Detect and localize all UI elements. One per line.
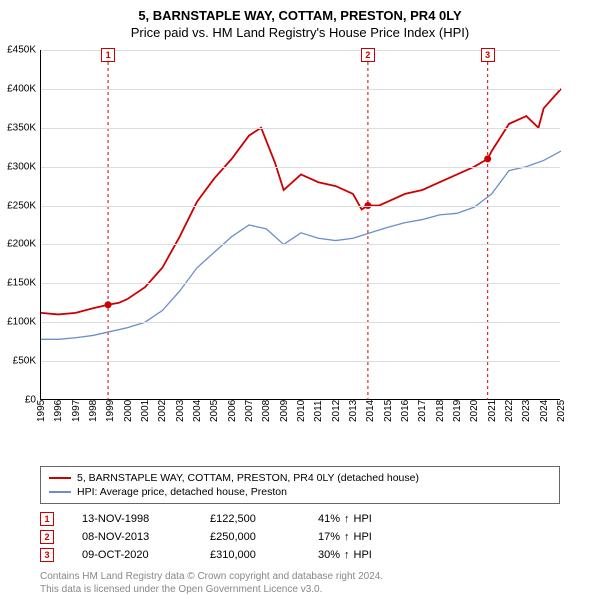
arrow-up-icon: ↑ (344, 513, 350, 525)
y-tick-label: £300K (7, 161, 36, 172)
x-tick-label: 2013 (348, 400, 359, 422)
grid-line (41, 322, 560, 323)
grid-line (41, 244, 560, 245)
legend: 5, BARNSTAPLE WAY, COTTAM, PRESTON, PR4 … (40, 466, 560, 504)
transaction-row: 1 13-NOV-1998 £122,500 41% ↑ HPI (40, 510, 560, 528)
transaction-hpi: 30% ↑ HPI (318, 549, 372, 561)
grid-line (41, 167, 560, 168)
legend-row: HPI: Average price, detached house, Pres… (49, 485, 551, 499)
y-tick-label: £250K (7, 200, 36, 211)
event-box: 1 (101, 48, 115, 62)
title-address: 5, BARNSTAPLE WAY, COTTAM, PRESTON, PR4 … (0, 8, 600, 23)
transaction-price: £250,000 (210, 531, 290, 543)
y-tick-label: £0 (25, 395, 36, 406)
x-tick-label: 2016 (400, 400, 411, 422)
event-box: 3 (481, 48, 495, 62)
x-tick-label: 2014 (365, 400, 376, 422)
x-tick-label: 2015 (383, 400, 394, 422)
x-tick-label: 2008 (261, 400, 272, 422)
y-tick-label: £50K (13, 356, 36, 367)
grid-line (41, 283, 560, 284)
x-tick-label: 2004 (192, 400, 203, 422)
y-tick-label: £100K (7, 317, 36, 328)
x-tick-label: 2005 (209, 400, 220, 422)
transaction-date: 09-OCT-2020 (82, 549, 182, 561)
transaction-hpi-pct: 30% (318, 549, 340, 561)
x-tick-label: 2007 (244, 400, 255, 422)
x-tick-label: 2025 (556, 400, 567, 422)
grid-line (41, 361, 560, 362)
transaction-price: £310,000 (210, 549, 290, 561)
y-tick-label: £400K (7, 83, 36, 94)
x-tick-label: 2011 (313, 400, 324, 422)
footer-copyright: Contains HM Land Registry data © Crown c… (40, 570, 560, 583)
legend-swatch (49, 477, 71, 479)
transaction-row: 3 09-OCT-2020 £310,000 30% ↑ HPI (40, 546, 560, 564)
x-tick-label: 2023 (521, 400, 532, 422)
arrow-up-icon: ↑ (344, 531, 350, 543)
arrow-up-icon: ↑ (344, 549, 350, 561)
transaction-hpi-suffix: HPI (354, 513, 372, 525)
x-tick-label: 2022 (504, 400, 515, 422)
grid-line (41, 128, 560, 129)
x-tick-label: 1996 (53, 400, 64, 422)
price-marker (105, 301, 112, 308)
transaction-date: 13-NOV-1998 (82, 513, 182, 525)
grid-line (41, 206, 560, 207)
x-tick-label: 2003 (175, 400, 186, 422)
chart-svg (41, 50, 561, 400)
title-subtitle: Price paid vs. HM Land Registry's House … (0, 25, 600, 40)
x-tick-label: 1995 (36, 400, 47, 422)
x-tick-label: 1997 (71, 400, 82, 422)
transaction-hpi-suffix: HPI (354, 549, 372, 561)
x-tick-label: 2012 (331, 400, 342, 422)
title-block: 5, BARNSTAPLE WAY, COTTAM, PRESTON, PR4 … (0, 0, 600, 44)
x-axis: 1995199619971998199920002001200220032004… (40, 400, 560, 430)
x-tick-label: 2018 (435, 400, 446, 422)
legend-label: 5, BARNSTAPLE WAY, COTTAM, PRESTON, PR4 … (77, 472, 419, 484)
x-tick-label: 2002 (157, 400, 168, 422)
x-tick-label: 2000 (123, 400, 134, 422)
transaction-hpi-suffix: HPI (354, 531, 372, 543)
y-tick-label: £350K (7, 122, 36, 133)
transaction-index-box: 1 (40, 512, 54, 526)
y-tick-label: £150K (7, 278, 36, 289)
transaction-hpi: 41% ↑ HPI (318, 513, 372, 525)
x-tick-label: 2001 (140, 400, 151, 422)
x-tick-label: 2021 (487, 400, 498, 422)
y-tick-label: £450K (7, 45, 36, 56)
y-axis: £0 £50K £100K £150K £200K £250K £300K £350K £400… (0, 50, 40, 430)
transaction-hpi-pct: 41% (318, 513, 340, 525)
plot-area: 1 2 3 (40, 50, 560, 400)
series-line (41, 89, 561, 315)
event-box: 2 (361, 48, 375, 62)
footer: Contains HM Land Registry data © Crown c… (40, 570, 560, 596)
y-tick-label: £200K (7, 239, 36, 250)
x-tick-label: 2010 (296, 400, 307, 422)
chart: £0£50K£100K£150K£200K£250K£300K£350K£400… (40, 50, 600, 430)
x-tick-label: 2009 (279, 400, 290, 422)
legend-label: HPI: Average price, detached house, Pres… (77, 486, 287, 498)
transaction-price: £122,500 (210, 513, 290, 525)
x-tick-label: 2020 (469, 400, 480, 422)
grid-line (41, 89, 560, 90)
x-tick-label: 2017 (417, 400, 428, 422)
transaction-row: 2 08-NOV-2013 £250,000 17% ↑ HPI (40, 528, 560, 546)
price-marker (484, 155, 491, 162)
transaction-index-box: 3 (40, 548, 54, 562)
x-tick-label: 1999 (105, 400, 116, 422)
x-tick-label: 2024 (539, 400, 550, 422)
x-tick-label: 2006 (227, 400, 238, 422)
legend-swatch (49, 491, 71, 493)
x-tick-label: 2019 (452, 400, 463, 422)
transaction-table: 1 13-NOV-1998 £122,500 41% ↑ HPI 2 08-NOV-2013 £… (40, 510, 560, 564)
transaction-hpi: 17% ↑ HPI (318, 531, 372, 543)
legend-row: 5, BARNSTAPLE WAY, COTTAM, PRESTON, PR4 … (49, 471, 551, 485)
transaction-date: 08-NOV-2013 (82, 531, 182, 543)
x-tick-label: 1998 (88, 400, 99, 422)
transaction-index-box: 2 (40, 530, 54, 544)
transaction-hpi-pct: 17% (318, 531, 340, 543)
